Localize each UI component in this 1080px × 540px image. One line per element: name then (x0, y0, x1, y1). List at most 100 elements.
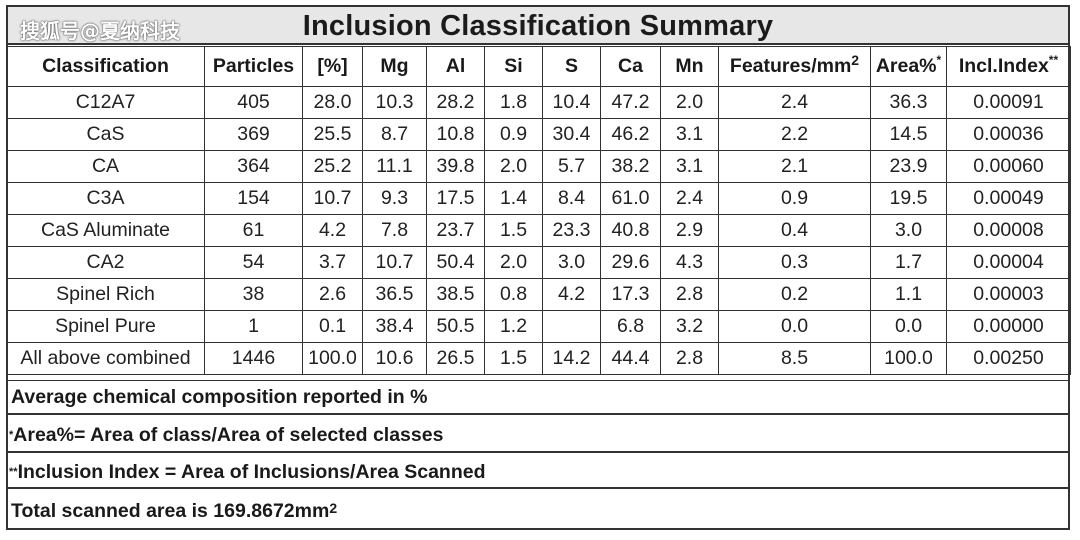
note-total: Total scanned area is 169.8672mm2 (6, 488, 1070, 530)
cell-index: 0.00036 (946, 118, 1071, 151)
table-row: CA 364 25.2 11.1 39.8 2.0 5.7 38.2 3.1 2.1 23.9 0.0… (6, 150, 1071, 183)
cell-mn: 2.0 (660, 86, 719, 119)
table-row: C12A7 405 28.0 10.3 28.2 1.8 10.4 47.2 2.0 2.4 36.… (6, 86, 1071, 119)
cell-mg: 11.1 (362, 150, 427, 183)
cell-percent: 25.2 (302, 150, 363, 183)
cell-index: 0.00091 (946, 86, 1071, 119)
cell-percent: 25.5 (302, 118, 363, 151)
cell-al: 50.4 (426, 246, 485, 279)
note-total-text: Total scanned area is 169.8672mm (11, 500, 330, 522)
cell-particles: 61 (204, 214, 303, 247)
cell-mg: 7.8 (362, 214, 427, 247)
cell-features: 0.2 (718, 278, 871, 311)
cell-features: 8.5 (718, 342, 871, 375)
cell-al: 39.8 (426, 150, 485, 183)
cell-particles: 38 (204, 278, 303, 311)
cell-particles: 364 (204, 150, 303, 183)
cell-s: 3.0 (542, 246, 601, 279)
header-classification: Classification (6, 46, 205, 87)
header-features-sup: 2 (851, 52, 860, 68)
header-s: S (542, 46, 601, 87)
cell-al: 38.5 (426, 278, 485, 311)
cell-mn: 2.8 (660, 278, 719, 311)
cell-mg: 38.4 (362, 310, 427, 343)
cell-index: 0.00000 (946, 310, 1071, 343)
note-index-text: Inclusion Index = Area of Inclusions/Are… (17, 461, 486, 483)
table-row: Spinel Rich 38 2.6 36.5 38.5 0.8 4.2 17.3 2.8 0.2… (6, 278, 1071, 311)
table-row: CaS Aluminate 61 4.2 7.8 23.7 1.5 23.3 40.8 2.9 0… (6, 214, 1071, 247)
cell-particles: 369 (204, 118, 303, 151)
note-index: **Inclusion Index = Area of Inclusions/A… (6, 452, 1070, 488)
cell-al: 28.2 (426, 86, 485, 119)
header-particles: Particles (204, 46, 303, 87)
cell-percent: 3.7 (302, 246, 363, 279)
cell-features: 0.0 (718, 310, 871, 343)
cell-s: 5.7 (542, 150, 601, 183)
cell-mn: 4.3 (660, 246, 719, 279)
header-area-label: Area% (875, 55, 937, 77)
title-bar: Inclusion Classification Summary 搜狐号@夏纳科… (6, 5, 1070, 45)
cell-classification: CaS Aluminate (6, 214, 205, 247)
cell-classification: CaS (6, 118, 205, 151)
cell-percent: 10.7 (302, 182, 363, 215)
header-area-sup: * (936, 53, 942, 67)
header-mn: Mn (660, 46, 719, 87)
cell-mg: 8.7 (362, 118, 427, 151)
cell-s: 8.4 (542, 182, 601, 215)
cell-si: 1.5 (484, 214, 543, 247)
header-percent: [%] (302, 46, 363, 87)
cell-mg: 10.7 (362, 246, 427, 279)
cell-features: 2.4 (718, 86, 871, 119)
cell-classification: Spinel Pure (6, 310, 205, 343)
cell-si: 1.2 (484, 310, 543, 343)
cell-mn: 3.2 (660, 310, 719, 343)
cell-classification: CA2 (6, 246, 205, 279)
cell-index: 0.00004 (946, 246, 1071, 279)
header-row: Classification Particles [%] Mg Al Si S … (6, 46, 1071, 87)
cell-s: 30.4 (542, 118, 601, 151)
cell-ca: 46.2 (600, 118, 661, 151)
cell-features: 0.9 (718, 182, 871, 215)
header-area: Area%* (870, 46, 947, 87)
cell-classification: CA (6, 150, 205, 183)
table-row: CaS 369 25.5 8.7 10.8 0.9 30.4 46.2 3.1 2.2 14.5 0.… (6, 118, 1071, 151)
cell-si: 1.8 (484, 86, 543, 119)
cell-ca: 61.0 (600, 182, 661, 215)
cell-features: 2.1 (718, 150, 871, 183)
cell-ca: 38.2 (600, 150, 661, 183)
cell-si: 1.4 (484, 182, 543, 215)
cell-particles: 54 (204, 246, 303, 279)
cell-classification: All above combined (6, 342, 205, 375)
table-row: Spinel Pure 1 0.1 38.4 50.5 1.2 6.8 3.2 0.0 0.0 0.… (6, 310, 1071, 343)
cell-area: 14.5 (870, 118, 947, 151)
table-body: C12A7 405 28.0 10.3 28.2 1.8 10.4 47.2 2.0 2.4 36.… (6, 86, 1071, 375)
cell-mg: 36.5 (362, 278, 427, 311)
cell-area: 36.3 (870, 86, 947, 119)
page-title: Inclusion Classification Summary (302, 10, 774, 42)
note-index-mark: ** (9, 466, 18, 478)
cell-area: 19.5 (870, 182, 947, 215)
cell-mg: 10.6 (362, 342, 427, 375)
table-row: C3A 154 10.7 9.3 17.5 1.4 8.4 61.0 2.4 0.9 19.5 0.0… (6, 182, 1071, 215)
note-area-mark: * (9, 429, 14, 441)
cell-al: 23.7 (426, 214, 485, 247)
cell-ca: 40.8 (600, 214, 661, 247)
cell-index: 0.00060 (946, 150, 1071, 183)
cell-al: 50.5 (426, 310, 485, 343)
cell-particles: 1 (204, 310, 303, 343)
cell-mn: 3.1 (660, 150, 719, 183)
header-features-label: Features/mm (729, 55, 852, 77)
cell-mn: 2.8 (660, 342, 719, 375)
cell-al: 17.5 (426, 182, 485, 215)
cell-classification: C12A7 (6, 86, 205, 119)
cell-area: 100.0 (870, 342, 947, 375)
cell-particles: 405 (204, 86, 303, 119)
header-mg: Mg (362, 46, 427, 87)
cell-percent: 100.0 (302, 342, 363, 375)
cell-percent: 2.6 (302, 278, 363, 311)
cell-features: 0.3 (718, 246, 871, 279)
cell-ca: 29.6 (600, 246, 661, 279)
cell-area: 23.9 (870, 150, 947, 183)
note-area: *Area%= Area of class/Area of selected c… (6, 414, 1070, 452)
table-row: All above combined 1446 100.0 10.6 26.5 1.5 14… (6, 342, 1071, 375)
